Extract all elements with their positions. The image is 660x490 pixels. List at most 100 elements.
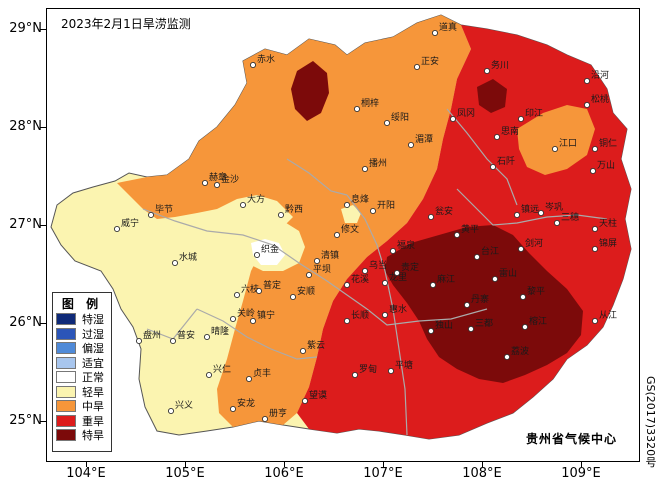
x-tick-label: 105°E: [165, 466, 205, 481]
city-dot: [483, 67, 491, 75]
city-dot: [463, 301, 471, 309]
city-marker: 安顺: [289, 285, 315, 301]
city-dot: [453, 231, 461, 239]
city-marker: 罗甸: [351, 363, 377, 379]
city-dot: [381, 279, 389, 287]
zone-moderate-drought-kaiyang: [343, 189, 399, 239]
city-name: 印江: [525, 107, 543, 119]
city-name: 花溪: [351, 273, 369, 285]
map-approval-code: GS(2017)3320号: [644, 376, 657, 468]
city-name: 六枝: [241, 283, 259, 295]
city-name: 织金: [261, 243, 279, 255]
city-dot: [203, 333, 211, 341]
city-marker: 水城: [171, 251, 197, 267]
city-dot: [429, 281, 437, 289]
city-name: 息烽: [351, 193, 369, 205]
city-name: 湄潭: [415, 134, 433, 145]
city-dot: [253, 251, 261, 259]
city-name: 紫云: [307, 340, 325, 351]
city-name: 江口: [559, 138, 577, 149]
city-marker: 绥阳: [383, 112, 409, 127]
legend-item: 偏湿: [56, 341, 111, 356]
city-dot: [277, 211, 285, 219]
city-dot: [537, 209, 545, 217]
city-marker: 关岭: [229, 307, 255, 323]
city-dot: [239, 201, 247, 209]
city-marker: 乌当: [361, 259, 387, 275]
city-dot: [583, 77, 591, 85]
city-dot: [383, 119, 391, 127]
city-marker: 望谟: [301, 389, 327, 405]
city-marker: 万山: [589, 160, 615, 175]
legend-swatch: [56, 313, 76, 326]
legend-label: 过湿: [82, 327, 104, 341]
city-dot: [353, 105, 361, 113]
zone-normal: [251, 239, 285, 265]
city-marker: 丹寨: [463, 293, 489, 309]
city-dot: [519, 293, 527, 301]
city-name: 丹寨: [471, 293, 489, 305]
city-marker: 麻江: [429, 273, 455, 289]
city-marker: 普定: [255, 279, 281, 295]
city-marker: 册亨: [261, 407, 287, 423]
map-title: 2023年2月1日旱涝监测: [61, 17, 191, 31]
city-dot: [351, 371, 359, 379]
city-name: 贵定: [401, 261, 419, 273]
city-marker: 晴隆: [203, 325, 229, 341]
city-marker: 务川: [483, 59, 509, 75]
city-dot: [169, 337, 177, 345]
city-name: 罗甸: [359, 363, 377, 375]
city-dot: [167, 407, 175, 415]
city-marker: 修文: [333, 223, 359, 239]
x-tick-mark: [482, 462, 483, 467]
city-name: 桐梓: [361, 97, 379, 109]
city-name: 惠水: [389, 303, 407, 315]
city-name: 台江: [481, 245, 499, 257]
city-dot: [489, 163, 497, 171]
city-name: 从江: [599, 310, 617, 321]
credit-label: 贵州省气候中心: [525, 432, 617, 446]
city-name: 万山: [597, 160, 615, 171]
city-name: 威宁: [121, 217, 139, 229]
city-name: 修文: [341, 223, 359, 235]
zone-extreme-drought-southeast: [385, 225, 583, 383]
city-dot: [521, 323, 529, 331]
legend-item: 中旱: [56, 399, 111, 414]
city-marker: 清镇: [313, 249, 339, 265]
x-tick-label: 106°E: [264, 466, 304, 481]
city-dot: [301, 397, 309, 405]
legend-swatch: [56, 385, 76, 398]
city-name: 思南: [501, 125, 519, 137]
city-name: 龙里: [389, 271, 407, 283]
city-name: 安顺: [297, 285, 315, 297]
city-name: 天柱: [599, 217, 617, 229]
legend: 图 例 特湿 过湿 偏湿 适宜 正常 轻旱 中旱 重旱 特旱: [52, 292, 112, 452]
legend-label: 特湿: [82, 313, 104, 327]
city-name: 盘州: [143, 329, 161, 341]
city-marker: 大方: [239, 193, 265, 209]
city-marker: 普安: [169, 329, 195, 345]
city-name: 安龙: [237, 397, 255, 409]
city-name: 麻江: [437, 273, 455, 285]
city-marker: 雷山: [491, 268, 517, 283]
city-dot: [449, 115, 457, 123]
city-marker: 岑巩: [537, 201, 563, 217]
city-name: 荔波: [511, 345, 529, 357]
city-dot: [213, 181, 221, 189]
legend-label: 特旱: [82, 429, 104, 443]
city-marker: 剑河: [517, 237, 543, 253]
y-tick-mark: [40, 323, 46, 324]
city-marker: 沿河: [583, 69, 609, 85]
legend-swatch: [56, 356, 76, 369]
city-marker: 紫云: [299, 340, 325, 355]
city-dot: [233, 291, 241, 299]
city-dot: [407, 141, 415, 149]
city-dot: [343, 281, 351, 289]
city-dot: [551, 145, 559, 153]
city-dot: [427, 213, 435, 221]
city-marker: 三都: [467, 318, 493, 333]
zone-light-drought-xifeng: [341, 205, 361, 223]
city-dot: [113, 225, 121, 233]
city-name: 望谟: [309, 389, 327, 401]
city-name: 石阡: [497, 156, 515, 167]
